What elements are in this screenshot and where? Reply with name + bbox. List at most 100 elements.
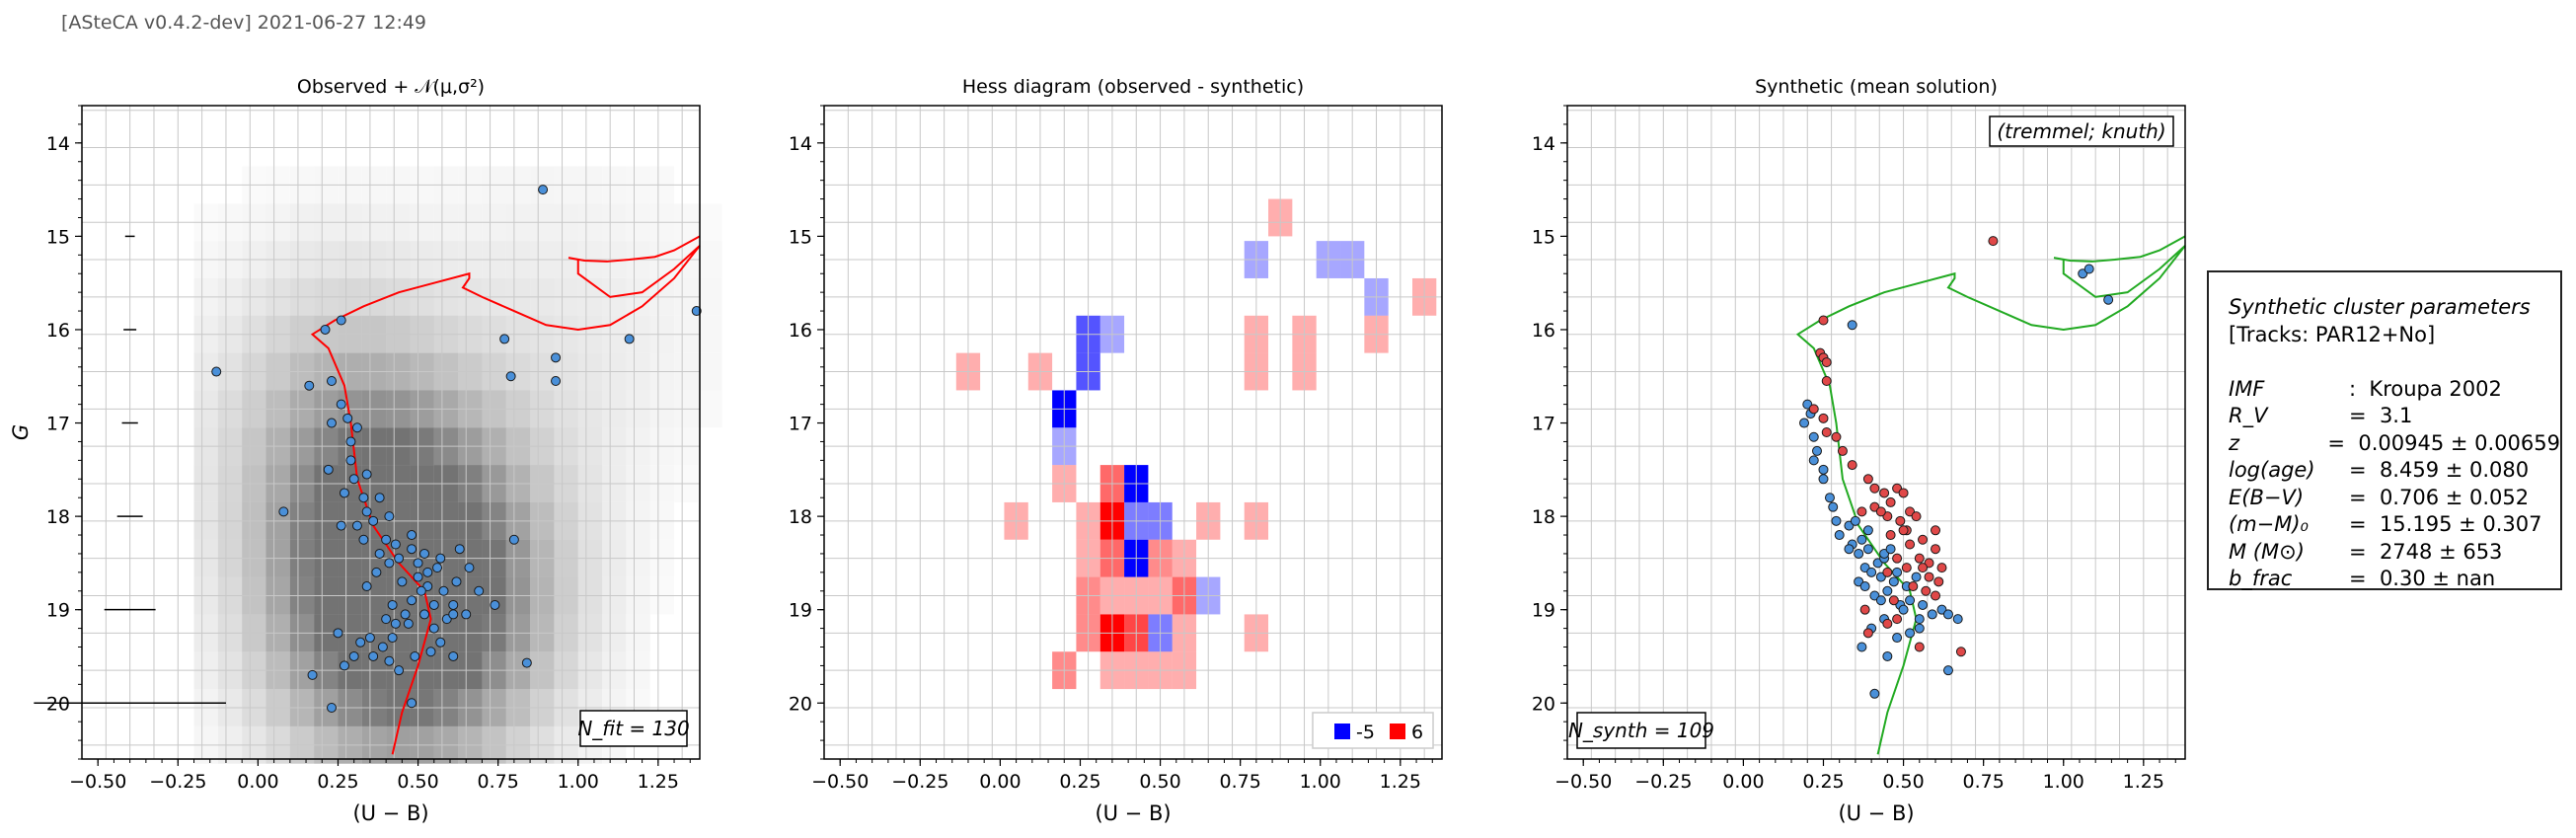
single-star-point bbox=[1854, 548, 1864, 559]
x-tick-label: 0.50 bbox=[1139, 771, 1180, 793]
nfit-label: N_fit = 130 bbox=[577, 717, 689, 740]
single-star-point bbox=[1942, 665, 1953, 676]
x-tick-label: 0.25 bbox=[317, 771, 358, 793]
data-point bbox=[394, 665, 405, 676]
legend-swatch bbox=[1390, 724, 1405, 739]
data-point bbox=[422, 567, 433, 577]
data-point bbox=[384, 558, 395, 569]
data-point bbox=[384, 655, 395, 666]
data-point bbox=[361, 581, 372, 592]
binary-star-point bbox=[1862, 474, 1873, 485]
single-star-point bbox=[1850, 515, 1860, 526]
param-row: z = 0.00945 ± 0.00659 bbox=[2229, 430, 2560, 458]
data-point bbox=[394, 553, 405, 564]
density-cell bbox=[698, 203, 721, 241]
param-key: R_V bbox=[2229, 404, 2268, 427]
axes-frame bbox=[823, 105, 1443, 760]
single-star-point bbox=[1834, 530, 1845, 541]
binary-star-point bbox=[1892, 614, 1903, 625]
data-point bbox=[521, 657, 532, 668]
data-point bbox=[428, 623, 439, 634]
param-key: z bbox=[2229, 430, 2240, 455]
x-tick-label: 0.75 bbox=[478, 771, 519, 793]
data-point bbox=[403, 618, 414, 629]
param-value: = 2748 ± 653 bbox=[2349, 539, 2503, 564]
binary-star-point bbox=[1918, 534, 1929, 545]
axes-frame bbox=[81, 105, 701, 760]
x-tick-label: 1.00 bbox=[1300, 771, 1341, 793]
data-point bbox=[323, 464, 334, 475]
single-star-point bbox=[1859, 581, 1870, 592]
data-point bbox=[333, 628, 343, 639]
binary-star-point bbox=[1911, 511, 1922, 522]
data-point bbox=[336, 399, 346, 410]
single-star-point bbox=[2103, 294, 2114, 305]
y-tick-label: 15 bbox=[1532, 226, 1555, 248]
y-tick-label: 14 bbox=[46, 133, 70, 155]
data-point bbox=[351, 520, 362, 531]
x-tick-label: 0.50 bbox=[1882, 771, 1924, 793]
data-point bbox=[348, 474, 359, 485]
binary-star-point bbox=[1885, 496, 1896, 507]
y-axis-label: G bbox=[9, 424, 33, 440]
binary-star-point bbox=[1859, 604, 1870, 615]
y-tick-label: 14 bbox=[789, 133, 812, 155]
x-tick-label: 0.00 bbox=[1722, 771, 1764, 793]
axes-frame bbox=[1566, 105, 2186, 760]
data-point bbox=[428, 599, 439, 610]
x-tick-label: 0.25 bbox=[1802, 771, 1844, 793]
data-point bbox=[358, 534, 369, 545]
binary-star-point bbox=[1908, 581, 1919, 592]
binary-star-point bbox=[1924, 571, 1934, 582]
data-point bbox=[336, 520, 346, 531]
x-tick-label: 1.25 bbox=[1380, 771, 1421, 793]
single-star-point bbox=[2084, 264, 2094, 274]
data-point bbox=[345, 455, 356, 466]
data-point bbox=[474, 585, 485, 596]
panel-title: Observed + 𝒩(μ,σ²) bbox=[297, 76, 485, 98]
binary-star-point bbox=[1931, 590, 1941, 601]
panel-title: Synthetic (mean solution) bbox=[1755, 76, 1998, 98]
param-row: b_frac = 0.30 ± nan bbox=[2229, 566, 2560, 593]
binary-star-point bbox=[1918, 563, 1929, 573]
params-title: Synthetic cluster parameters bbox=[2229, 295, 2531, 319]
x-tick-label: −0.25 bbox=[149, 771, 206, 793]
data-point bbox=[348, 650, 359, 661]
data-point bbox=[438, 585, 449, 596]
y-tick-label: 20 bbox=[46, 693, 70, 715]
data-point bbox=[381, 534, 392, 545]
param-key: b_frac bbox=[2229, 567, 2293, 590]
data-point bbox=[435, 553, 446, 564]
x-tick-label: 0.25 bbox=[1059, 771, 1100, 793]
data-point bbox=[448, 609, 459, 620]
y-tick-label: 16 bbox=[1532, 320, 1555, 342]
param-row: M (M⊙) = 2748 ± 653 bbox=[2229, 539, 2560, 567]
y-tick-label: 18 bbox=[1532, 506, 1555, 528]
binary-star-point bbox=[1882, 567, 1893, 577]
data-point bbox=[413, 558, 423, 569]
single-star-point bbox=[1892, 633, 1903, 644]
x-axis-label: (U − B) bbox=[1095, 801, 1171, 825]
param-key: E(B−V) bbox=[2229, 485, 2305, 509]
y-tick-label: 19 bbox=[789, 600, 812, 622]
data-point bbox=[278, 506, 289, 517]
nsynth-label: N_synth = 109 bbox=[1568, 719, 1714, 742]
single-star-point bbox=[1952, 614, 1963, 625]
data-point bbox=[410, 650, 420, 661]
data-point bbox=[364, 633, 375, 644]
density-cell bbox=[698, 241, 721, 278]
data-point bbox=[551, 352, 562, 363]
data-point bbox=[397, 576, 408, 587]
param-value: = 3.1 bbox=[2349, 404, 2413, 427]
header-timestamp: [ASteCA v0.4.2-dev] 2021-06-27 12:49 bbox=[61, 12, 427, 34]
method-box bbox=[1989, 115, 2174, 147]
single-star-point bbox=[1831, 515, 1842, 526]
panel-3: −0.50 −0.25 0.00 0.25 0.50 0.75 1.00 1.25 14 15 16… bbox=[1532, 76, 2186, 825]
binary-star-point bbox=[1862, 628, 1873, 639]
data-point bbox=[358, 493, 369, 503]
data-point bbox=[419, 609, 430, 620]
y-tick-label: 17 bbox=[1532, 414, 1555, 435]
data-point bbox=[336, 315, 346, 326]
hess-legend bbox=[1312, 712, 1434, 749]
binary-star-point bbox=[1856, 506, 1867, 517]
